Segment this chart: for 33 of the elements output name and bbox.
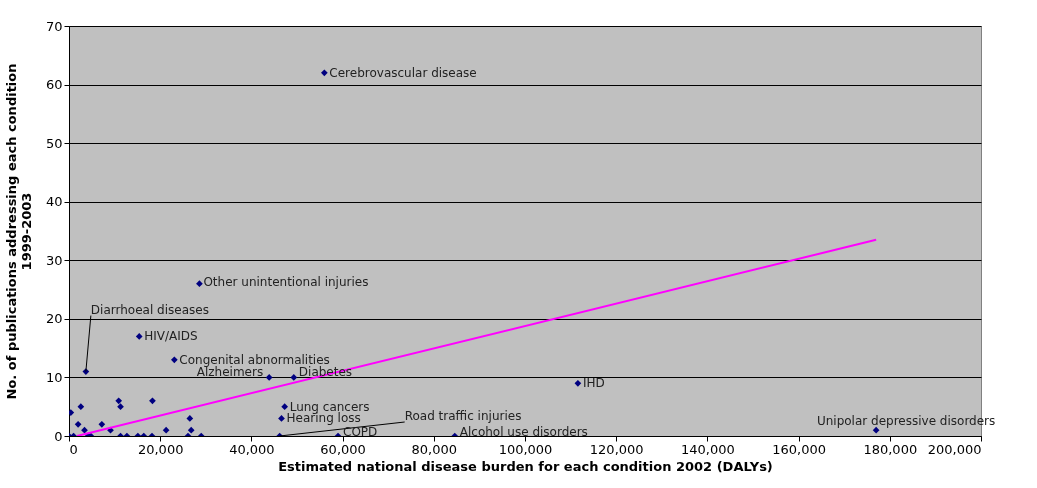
x-tick-label: 160,000 [772,441,826,457]
x-tick-label: 20,000 [137,441,184,457]
y-tick-label: 10 [45,369,63,385]
x-tick-label: 40,000 [229,441,275,457]
x-tick-label: 0 [69,441,78,457]
y-tick-label: 50 [45,135,63,151]
annotation: IHD [582,376,605,391]
annotation: Congenital abnormalities [179,352,330,367]
x-tick-label: 180,000 [863,441,918,457]
annotation: Unipolar depressive disorders [816,414,996,429]
annotation: HIV/AIDS [144,329,198,344]
y-tick-label: 30 [45,252,63,268]
annotation: Road traffic injuries [404,409,522,423]
x-axis-title: Estimated national disease burden for each condition 2002 (DALYs) [278,458,773,474]
x-tick-label: 100,000 [498,441,553,457]
y-tick-label: 0 [54,428,63,444]
x-tick-label: 200,000 [927,441,982,457]
annotation: Alcohol use disorders [459,425,588,439]
annotation: Alzheimers [196,365,264,380]
annotation: Cerebrovascular disease [329,65,477,80]
annotation: COPD [343,425,378,439]
x-tick-label: 80,000 [411,441,458,457]
y-tick-label: 70 [45,18,63,34]
x-tick-label: 140,000 [681,441,735,457]
y-axis-title: No. of publications addressing each condition 1999-2003 [3,63,34,400]
y-tick-label: 60 [45,77,63,93]
x-tick-label: 60,000 [320,441,366,457]
x-tick-label: 120,000 [589,441,644,457]
y-tick-label: 40 [45,194,63,210]
annotation: Diarrhoeal diseases [90,302,209,317]
annotation: Hearing loss [286,411,361,426]
y-tick-label: 20 [45,311,63,327]
annotation: Other unintentional injuries [203,274,369,289]
